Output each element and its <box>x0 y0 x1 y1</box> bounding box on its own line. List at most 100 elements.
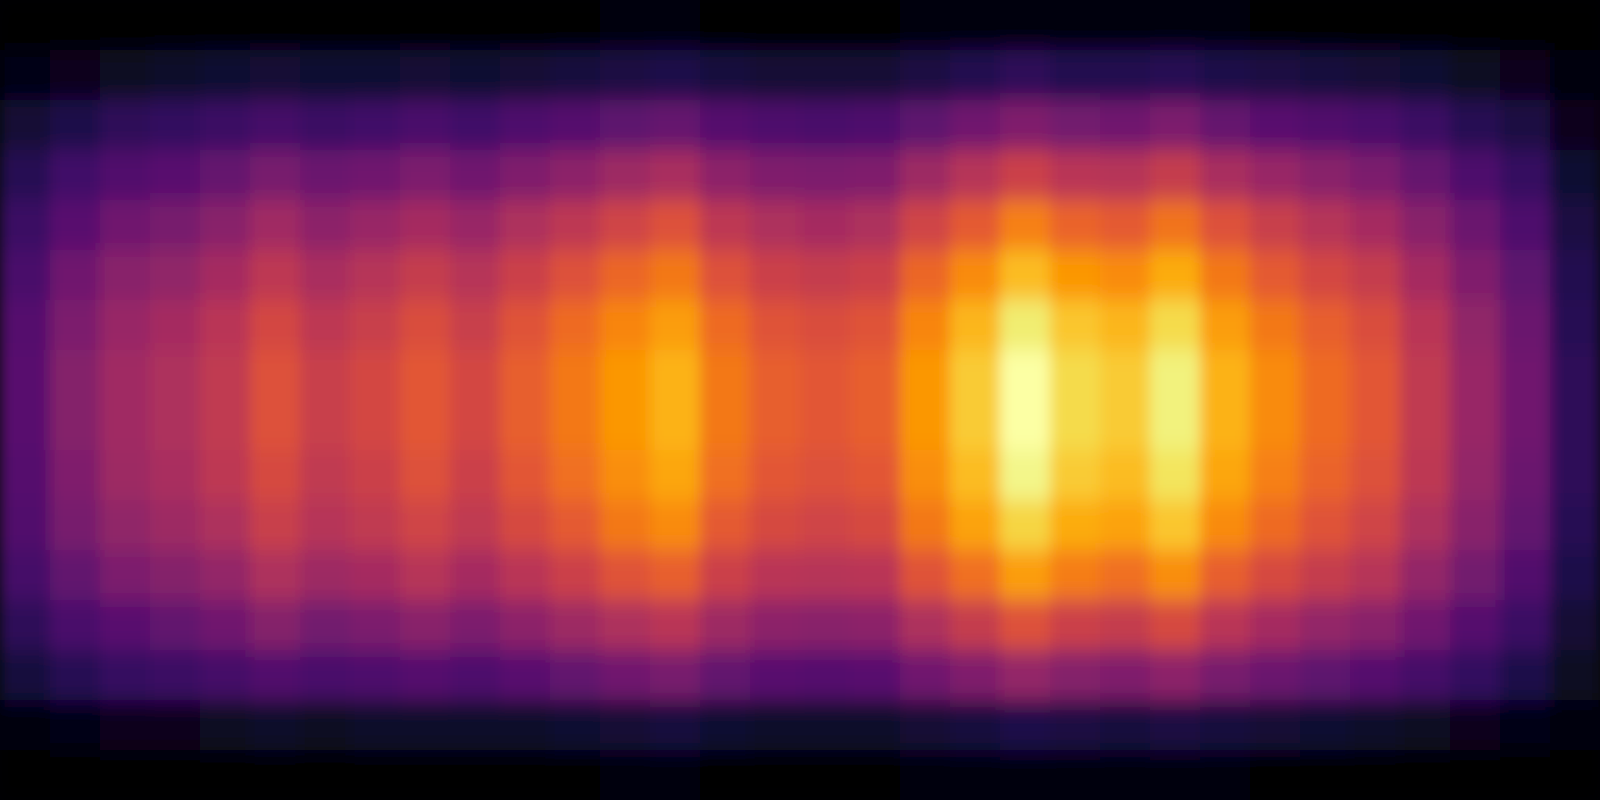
heat-cell <box>100 350 151 401</box>
heat-cell <box>1300 400 1351 451</box>
heat-cell <box>500 700 551 751</box>
heat-cell <box>1000 550 1051 601</box>
heat-cell <box>1150 50 1201 101</box>
heat-cell <box>50 50 101 101</box>
heat-cell <box>1100 100 1151 151</box>
heat-cell <box>1350 650 1401 701</box>
heat-cell <box>1000 100 1051 151</box>
heat-cell <box>1100 450 1151 501</box>
heat-cell <box>500 200 551 251</box>
heat-cell <box>400 750 451 800</box>
heat-cell <box>1450 250 1501 301</box>
heat-cell <box>850 150 901 201</box>
heat-cell <box>100 150 151 201</box>
heat-cell <box>50 700 101 751</box>
heat-cell <box>150 250 201 301</box>
heat-cell <box>1150 700 1201 751</box>
heat-cell <box>200 700 251 751</box>
heat-cell <box>1200 550 1251 601</box>
heat-cell <box>700 700 751 751</box>
heat-cell <box>350 250 401 301</box>
heat-cell <box>1450 400 1501 451</box>
heat-cell <box>50 150 101 201</box>
heat-cell <box>500 300 551 351</box>
heat-cell <box>550 350 601 401</box>
heat-cell <box>850 700 901 751</box>
heat-cell <box>1200 350 1251 401</box>
heat-cell <box>0 200 51 251</box>
heat-cell <box>550 150 601 201</box>
heat-cell <box>750 400 801 451</box>
heat-cell <box>1050 250 1101 301</box>
heat-cell <box>1050 750 1101 800</box>
heat-cell <box>700 0 751 51</box>
heat-cell <box>300 600 351 651</box>
heat-cell <box>250 400 301 451</box>
heat-cell <box>950 450 1001 501</box>
heat-cell <box>500 350 551 401</box>
heat-cell <box>100 50 151 101</box>
heat-cell <box>200 50 251 101</box>
heat-cell <box>600 50 651 101</box>
heat-cell <box>450 550 501 601</box>
heat-cell <box>1150 250 1201 301</box>
heat-cell <box>1400 550 1451 601</box>
heat-cell <box>1050 300 1101 351</box>
heat-cell <box>450 250 501 301</box>
heat-cell <box>1250 150 1301 201</box>
heat-cell <box>1050 400 1101 451</box>
heat-cell <box>50 650 101 701</box>
heat-cell <box>150 200 201 251</box>
heat-cell <box>750 700 801 751</box>
heat-cell <box>1200 500 1251 551</box>
heat-cell <box>0 550 51 601</box>
heat-cell <box>650 350 701 401</box>
heat-cell <box>100 0 151 51</box>
heat-cell <box>800 200 851 251</box>
heat-cell <box>900 450 951 501</box>
heat-cell <box>1100 150 1151 201</box>
heat-cell <box>1550 750 1600 800</box>
heat-cell <box>650 300 701 351</box>
heat-cell <box>1000 250 1051 301</box>
heat-cell <box>800 400 851 451</box>
heat-cell <box>850 300 901 351</box>
heat-cell <box>700 350 751 401</box>
heat-cell <box>1250 300 1301 351</box>
heat-cell <box>300 750 351 800</box>
heat-cell <box>700 150 751 201</box>
heat-cell <box>1200 150 1251 201</box>
heat-cell <box>0 650 51 701</box>
heat-cell <box>200 500 251 551</box>
heat-cell <box>150 50 201 101</box>
heat-cell <box>400 250 451 301</box>
heat-cell <box>1250 200 1301 251</box>
heat-cell <box>1150 550 1201 601</box>
heat-cell <box>250 600 301 651</box>
heat-cell <box>950 150 1001 201</box>
heat-cell <box>500 450 551 501</box>
heat-cell <box>1550 450 1600 501</box>
heat-cell <box>300 350 351 401</box>
heat-cell <box>0 750 51 800</box>
heat-cell <box>1400 600 1451 651</box>
heat-cell <box>450 500 501 551</box>
heat-cell <box>400 700 451 751</box>
heat-cell <box>1050 0 1101 51</box>
heat-cell <box>1200 400 1251 451</box>
heat-cell <box>700 50 751 101</box>
heat-cell <box>550 550 601 601</box>
heat-cell <box>800 600 851 651</box>
heat-cell <box>750 150 801 201</box>
heat-cell <box>100 500 151 551</box>
heat-cell <box>900 0 951 51</box>
heat-cell <box>250 700 301 751</box>
heat-cell <box>650 200 701 251</box>
heat-cell <box>1450 700 1501 751</box>
heat-cell <box>1400 450 1451 501</box>
heat-cell <box>800 650 851 701</box>
heat-cell <box>850 250 901 301</box>
heat-cell <box>100 450 151 501</box>
heat-cell <box>1500 650 1551 701</box>
heat-cell <box>1000 600 1051 651</box>
